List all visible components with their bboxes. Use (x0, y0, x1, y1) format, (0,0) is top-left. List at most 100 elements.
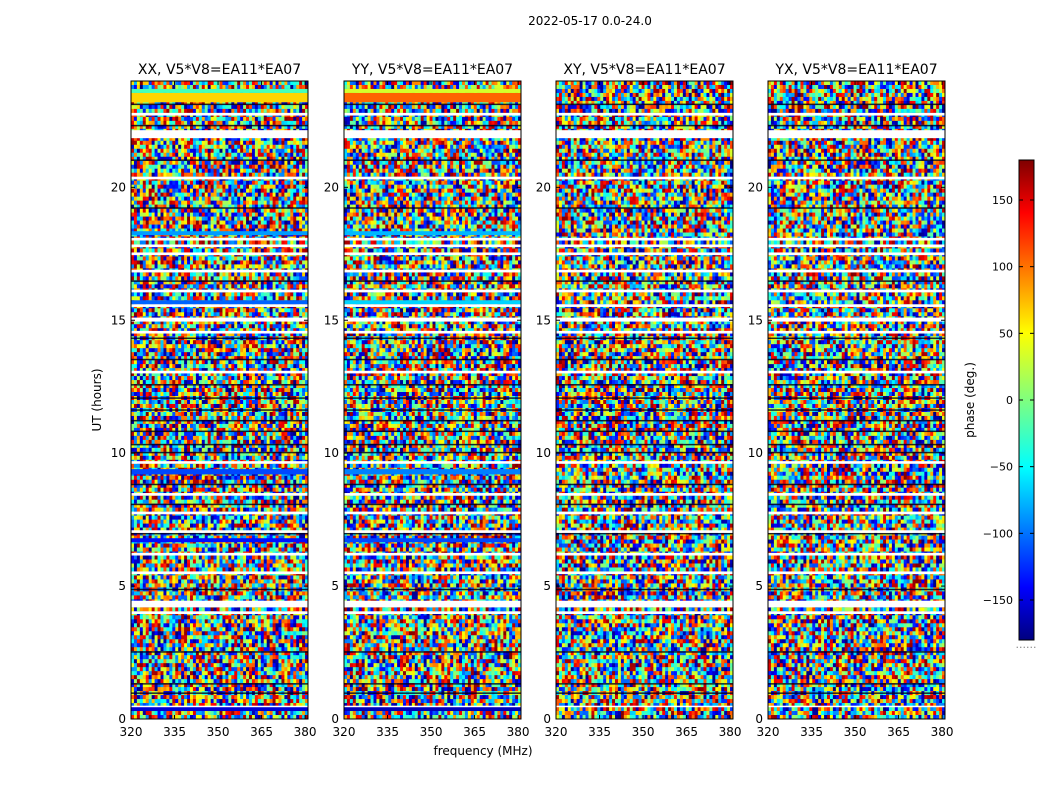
heatmap-cell (246, 172, 250, 178)
heatmap-cell (172, 376, 176, 381)
heatmap-cell (272, 344, 276, 349)
heatmap-cell (139, 284, 144, 289)
heatmap-cell (172, 212, 176, 217)
heatmap-cell (302, 220, 306, 225)
heatmap-cell (178, 320, 182, 325)
heatmap-cell (131, 360, 135, 365)
heatmap-cell (284, 172, 288, 178)
heatmap-cell (131, 148, 135, 154)
heatmap-cell (210, 388, 214, 393)
heatmap-cell (234, 256, 238, 261)
heatmap-cell (198, 124, 203, 130)
heatmap-cell (266, 148, 271, 154)
heatmap-cell (296, 256, 300, 261)
heatmap-cell (243, 152, 247, 158)
heatmap-cell (269, 324, 273, 329)
heatmap-cell (160, 324, 164, 329)
heatmap-cell (207, 172, 212, 178)
heatmap-cell (154, 320, 158, 325)
heatmap-cell (201, 364, 206, 369)
heatmap-cell (260, 292, 265, 297)
heatmap-cell (175, 152, 179, 158)
heatmap-cell (145, 324, 150, 329)
heatmap-cell (272, 296, 276, 301)
heatmap-cell (133, 384, 138, 389)
heatmap-cell (299, 84, 303, 90)
heatmap-cell (293, 100, 297, 106)
heatmap-cell (299, 188, 303, 194)
heatmap-cell (240, 403, 244, 409)
heatmap-cell (133, 320, 138, 325)
heatmap-cell (195, 188, 200, 194)
heatmap-cell (228, 124, 232, 130)
heatmap-cell (201, 348, 206, 353)
heatmap-cell (263, 196, 268, 202)
heatmap-cell (166, 120, 170, 126)
heatmap-cell (296, 140, 300, 146)
heatmap-cell (201, 100, 206, 106)
heatmap-cell (251, 392, 256, 397)
heatmap-cell (225, 272, 229, 277)
heatmap-cell (166, 256, 170, 261)
heatmap-cell (216, 104, 220, 110)
heatmap-cell (290, 148, 294, 154)
heatmap-cell (213, 392, 217, 397)
heatmap-cell (278, 108, 282, 114)
heatmap-cell (249, 392, 253, 397)
heatmap-cell (231, 328, 235, 333)
heatmap-cell (275, 284, 279, 289)
heatmap-cell (219, 240, 223, 245)
heatmap-cell (157, 392, 161, 397)
heatmap-cell (260, 156, 265, 162)
heatmap-cell (172, 240, 176, 245)
heatmap-cell (192, 348, 197, 353)
heatmap-cell (290, 256, 294, 261)
heatmap-cell (249, 216, 253, 221)
heatmap-cell (263, 168, 268, 174)
heatmap-cell (305, 81, 308, 86)
heatmap-cell (157, 376, 161, 381)
heatmap-cell (275, 348, 279, 353)
heatmap-cell (172, 368, 176, 373)
heatmap-cell (204, 380, 209, 385)
heatmap-cell (266, 364, 271, 369)
heatmap-cell (287, 116, 291, 122)
heatmap-cell (305, 148, 308, 154)
heatmap-cell (210, 272, 214, 277)
heatmap-cell (210, 384, 214, 389)
heatmap-cell (187, 352, 191, 357)
heatmap-cell (201, 136, 206, 142)
heatmap-cell (131, 188, 135, 194)
heatmap-cell (272, 348, 276, 353)
heatmap-cell (148, 411, 153, 417)
heatmap-cell (246, 216, 250, 221)
heatmap-cell (154, 400, 158, 405)
heatmap-cell (243, 380, 247, 385)
heatmap-cell (172, 284, 176, 289)
heatmap-cell (228, 324, 232, 329)
heatmap-cell (237, 124, 241, 130)
heatmap-cell (216, 356, 220, 361)
heatmap-cell (240, 204, 244, 209)
heatmap-cell (157, 400, 161, 405)
heatmap-cell (219, 292, 223, 297)
heatmap-cell (257, 272, 262, 277)
heatmap-cell (172, 360, 176, 365)
heatmap-cell (178, 180, 182, 186)
heatmap-cell (266, 296, 271, 301)
heatmap-cell (184, 348, 188, 353)
heatmap-cell (305, 372, 308, 377)
heatmap-cell (148, 136, 153, 142)
heatmap-cell (266, 228, 271, 233)
heatmap-cell (231, 280, 235, 285)
heatmap-cell (195, 340, 200, 345)
heatmap-cell (142, 188, 147, 194)
heatmap-cell (237, 364, 241, 369)
heatmap-cell (296, 380, 300, 385)
heatmap-cell (222, 380, 226, 385)
heatmap-cell (305, 116, 308, 122)
heatmap-cell (184, 228, 188, 233)
heatmap-cell (145, 108, 150, 114)
heatmap-cell (145, 192, 150, 198)
heatmap-cell (151, 220, 155, 225)
